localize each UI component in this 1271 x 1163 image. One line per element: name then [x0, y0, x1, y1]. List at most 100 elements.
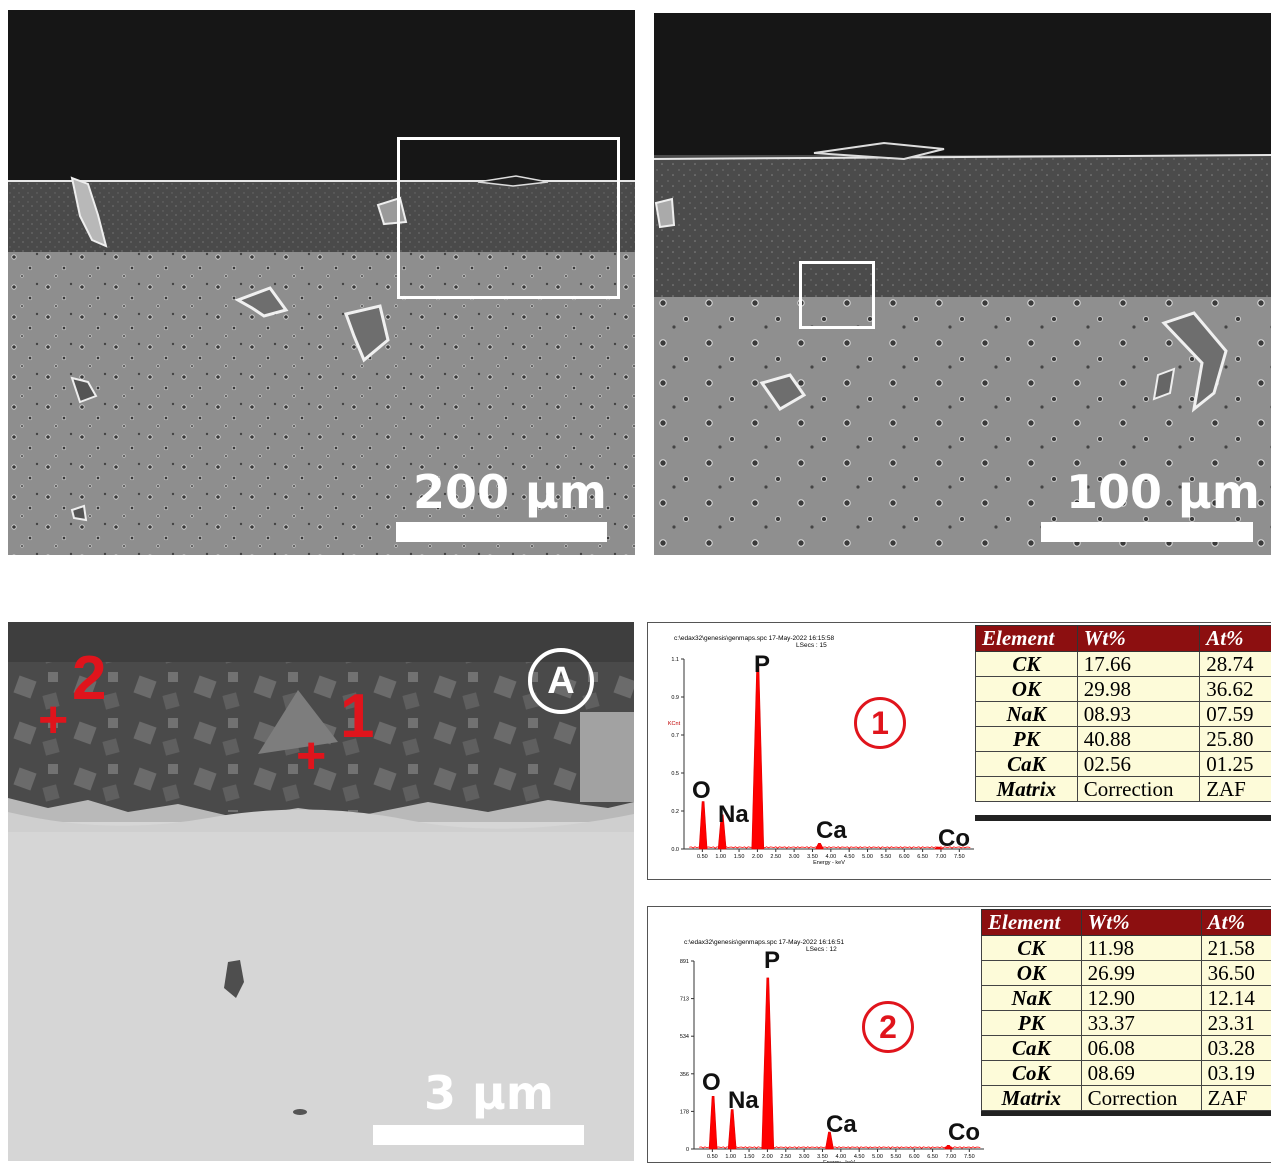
element-cell: CK — [976, 652, 1078, 677]
wt-cell: Correction — [1077, 777, 1200, 802]
wt-cell: 06.08 — [1081, 1036, 1201, 1061]
spectrum-header: c:\edax32\genesis\genmaps.spc 17-May-202… — [674, 635, 834, 642]
x-tick-label: 1.50 — [744, 1154, 755, 1160]
at-cell: 23.31 — [1201, 1011, 1271, 1036]
peak-label-O: O — [702, 1071, 721, 1095]
peak-label-O: O — [692, 779, 711, 803]
table-header-1: Wt% — [1077, 626, 1200, 652]
wt-cell: 12.90 — [1081, 986, 1201, 1011]
x-tick-label: 6.50 — [927, 1154, 938, 1160]
spectrum-header: c:\edax32\genesis\genmaps.spc 17-May-202… — [684, 939, 844, 946]
x-tick-label: 5.00 — [872, 1154, 883, 1160]
element-cell: CaK — [982, 1036, 1082, 1061]
sem-panel-100um: 100 μm — [654, 13, 1271, 555]
wt-cell: 29.98 — [1077, 677, 1200, 702]
wt-cell: 26.99 — [1081, 961, 1201, 986]
x-tick-label: 1.00 — [725, 1154, 736, 1160]
sem-panel-3um: 2 + 1 + A 3 μm — [8, 622, 634, 1161]
at-cell: 01.25 — [1200, 752, 1271, 777]
peak-label-Ca: Ca — [826, 1113, 857, 1137]
x-tick-label: 6.00 — [909, 1154, 920, 1160]
x-tick-label: 5.00 — [862, 854, 873, 860]
wt-cell: Correction — [1081, 1086, 1201, 1111]
at-cell: ZAF — [1201, 1086, 1271, 1111]
panel-a-badge: A — [528, 648, 594, 714]
spectrum-baseline — [700, 1147, 981, 1149]
at-cell: 36.62 — [1200, 677, 1271, 702]
y-tick-label: 713 — [680, 997, 689, 1003]
wt-cell: 11.98 — [1081, 936, 1201, 961]
peak-label-Na: Na — [728, 1089, 759, 1113]
element-cell: OK — [976, 677, 1078, 702]
table-header-1: Wt% — [1081, 910, 1201, 936]
peak-label-P: P — [754, 653, 770, 677]
spectrum-marker: 2 — [862, 1001, 914, 1053]
zoom-region-box — [397, 137, 620, 299]
x-tick-label: 4.50 — [854, 1154, 865, 1160]
x-tick-label: 3.00 — [789, 854, 800, 860]
wt-cell: 17.66 — [1077, 652, 1200, 677]
scale-bar-label: 3 μm — [424, 1066, 554, 1120]
y-tick-label: 0.7 — [671, 733, 679, 739]
table-header-2: At% — [1201, 910, 1271, 936]
x-tick-label: 0.50 — [697, 854, 708, 860]
peak-label-Co: Co — [938, 827, 970, 851]
spectrum-lsecs: LSecs : 12 — [806, 946, 837, 953]
at-cell: 36.50 — [1201, 961, 1271, 986]
point-2-marker: + — [38, 694, 68, 746]
x-tick-label: 7.00 — [936, 854, 947, 860]
eds-spectrum-2: c:\edax32\genesis\genmaps.spc 17-May-202… — [647, 906, 1271, 1163]
wt-cell: 40.88 — [1077, 727, 1200, 752]
point-1-label: 1 — [340, 686, 374, 748]
element-cell: PK — [982, 1011, 1082, 1036]
x-tick-label: 2.00 — [762, 1154, 773, 1160]
scale-bar — [396, 522, 607, 542]
zoom-region-box — [799, 261, 875, 329]
x-tick-label: 0.50 — [707, 1154, 718, 1160]
at-cell: 03.19 — [1201, 1061, 1271, 1086]
x-tick-label: 1.50 — [734, 854, 745, 860]
y-tick-label: 0.2 — [671, 809, 679, 815]
x-tick-label: 5.50 — [891, 1154, 902, 1160]
table-header-0: Element — [982, 910, 1082, 936]
x-tick-label: 2.50 — [770, 854, 781, 860]
x-tick-label: 1.00 — [715, 854, 726, 860]
x-tick-label: 7.50 — [954, 854, 965, 860]
point-1-marker: + — [296, 730, 326, 782]
x-tick-label: 6.00 — [899, 854, 910, 860]
at-cell: ZAF — [1200, 777, 1271, 802]
sem-panel-200um: 200 μm — [8, 10, 635, 555]
x-tick-label: 7.00 — [946, 1154, 957, 1160]
element-cell: Matrix — [976, 777, 1078, 802]
wt-cell: 08.93 — [1077, 702, 1200, 727]
table-header-2: At% — [1200, 626, 1271, 652]
spectrum-peak — [709, 1096, 717, 1149]
wt-cell: 08.69 — [1081, 1061, 1201, 1086]
y-tick-label: 356 — [680, 1072, 689, 1078]
wt-cell: 33.37 — [1081, 1011, 1201, 1036]
x-tick-label: 7.50 — [964, 1154, 975, 1160]
element-cell: OK — [982, 961, 1082, 986]
y-tick-label: 0.9 — [671, 695, 679, 701]
element-cell: PK — [976, 727, 1078, 752]
x-tick-label: 6.50 — [917, 854, 928, 860]
y-tick-label: 0.5 — [671, 771, 679, 777]
table-header-0: Element — [976, 626, 1078, 652]
element-cell: NaK — [982, 986, 1082, 1011]
spectrum-peak — [699, 802, 707, 850]
element-cell: NaK — [976, 702, 1078, 727]
scale-bar-label: 200 μm — [413, 465, 607, 519]
at-cell: 25.80 — [1200, 727, 1271, 752]
